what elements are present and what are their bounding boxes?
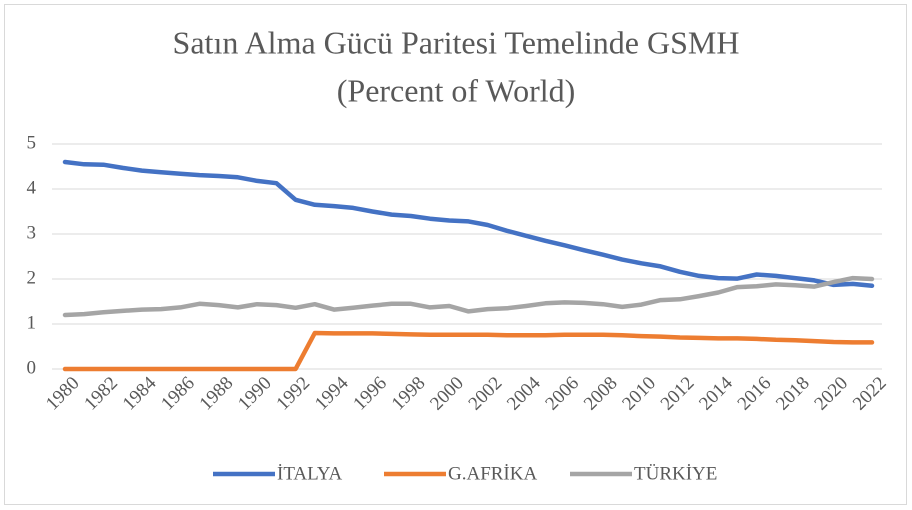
y-tick-label: 2 xyxy=(27,267,37,288)
chart-border xyxy=(4,4,907,505)
y-tick-label: 1 xyxy=(27,312,37,333)
y-tick-label: 3 xyxy=(27,222,37,243)
y-tick-label: 5 xyxy=(27,132,37,153)
legend-label: TÜRKİYE xyxy=(634,463,717,484)
series-line xyxy=(62,159,875,289)
chart-subtitle: (Percent of World) xyxy=(337,72,576,108)
legend-label: İTALYA xyxy=(277,463,342,484)
y-tick-label: 0 xyxy=(27,357,37,378)
y-tick-label: 4 xyxy=(27,177,37,198)
chart-title: Satın Alma Gücü Paritesi Temelinde GSMH xyxy=(173,24,740,60)
legend-label: G.AFRİKA xyxy=(448,463,537,484)
series-line xyxy=(62,330,875,372)
series-line xyxy=(62,275,875,318)
